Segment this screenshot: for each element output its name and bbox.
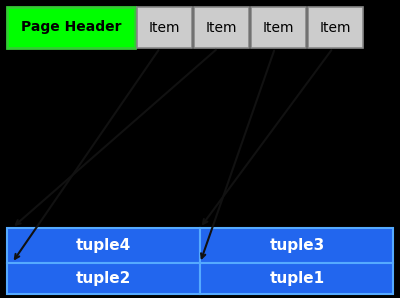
Text: Item: Item bbox=[206, 21, 237, 35]
Bar bbox=[200, 263, 393, 294]
Text: tuple2: tuple2 bbox=[75, 271, 131, 286]
Text: tuple3: tuple3 bbox=[269, 238, 325, 253]
Text: Page Header: Page Header bbox=[21, 21, 121, 35]
Bar bbox=[200, 228, 393, 263]
Bar bbox=[137, 7, 192, 48]
Text: tuple4: tuple4 bbox=[75, 238, 131, 253]
Text: tuple1: tuple1 bbox=[270, 271, 324, 286]
Bar bbox=[7, 263, 200, 294]
Text: Item: Item bbox=[149, 21, 180, 35]
Bar bbox=[308, 7, 363, 48]
Bar bbox=[251, 7, 306, 48]
Text: Item: Item bbox=[320, 21, 351, 35]
Text: Item: Item bbox=[263, 21, 294, 35]
Bar bbox=[7, 7, 135, 48]
Bar bbox=[7, 228, 200, 263]
Bar bbox=[194, 7, 249, 48]
